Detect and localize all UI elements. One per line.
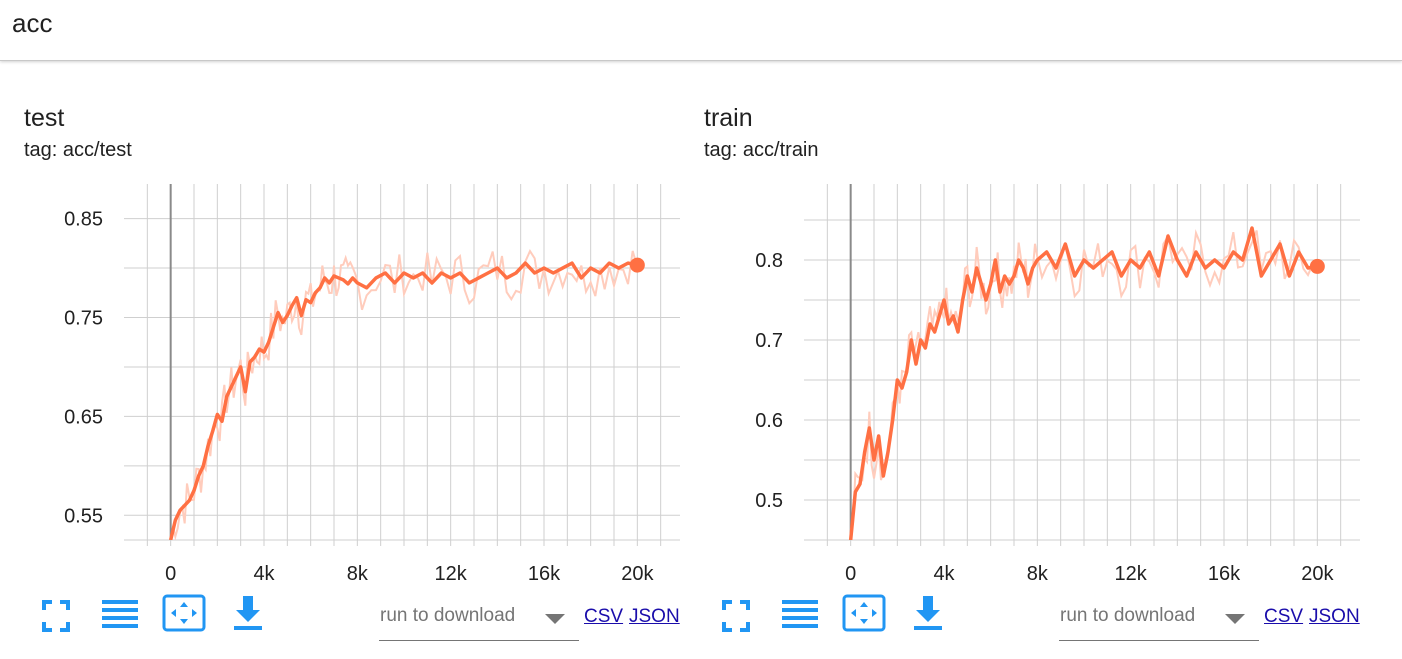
x-tick-label: 0	[845, 563, 856, 585]
download-button[interactable]	[224, 594, 272, 638]
x-tick-label: 12k	[1115, 563, 1148, 585]
toggle-lines-button[interactable]	[96, 594, 144, 638]
x-tick-label: 4k	[933, 563, 955, 585]
toggle-lines-button[interactable]	[776, 594, 824, 638]
page-title: acc	[12, 8, 53, 38]
run-download-placeholder: run to download	[380, 605, 516, 626]
chart-card-train: train tag: acc/train 0 4k 8k 12k 16k 20k 0.5 0.…	[680, 96, 1360, 659]
series-end-point	[1309, 258, 1325, 274]
smoothed-series-line	[848, 226, 1318, 540]
csv-link[interactable]: CSV	[584, 606, 624, 627]
lines-icon	[782, 600, 818, 628]
y-tick-label: 0.85	[64, 209, 103, 231]
run-download-select[interactable]: run to download	[1059, 596, 1259, 641]
x-tick-label: 16k	[528, 563, 561, 585]
y-tick-label: 0.7	[755, 330, 783, 352]
fit-domain-icon	[842, 594, 886, 632]
chart-card-test: test tag: acc/test 0 4k 8k 12k 16k 20k 0.55 0.6…	[0, 96, 680, 659]
x-tick-label: 0	[165, 563, 176, 585]
chart-plot[interactable]: 0 4k 8k 12k 16k 20k 0.5 0.6 0.7 0.8	[680, 96, 1360, 596]
fullscreen-button[interactable]	[32, 594, 80, 638]
run-download-select[interactable]: run to download	[379, 596, 579, 641]
y-tick-label: 0.75	[64, 308, 103, 330]
fullscreen-button[interactable]	[712, 594, 760, 638]
x-tick-label: 12k	[435, 563, 468, 585]
y-tick-label: 0.8	[755, 250, 783, 272]
fit-domain-button[interactable]	[160, 594, 208, 638]
json-link[interactable]: JSON	[629, 606, 680, 627]
x-tick-label: 20k	[1301, 563, 1334, 585]
y-tick-label: 0.5	[755, 490, 783, 512]
json-link[interactable]: JSON	[1309, 606, 1360, 627]
x-tick-label: 8k	[347, 563, 369, 585]
fit-domain-button[interactable]	[840, 594, 888, 638]
chart-tag: tag: acc/train	[704, 139, 819, 161]
chevron-down-icon	[1225, 614, 1245, 624]
chart-plot[interactable]: 0 4k 8k 12k 16k 20k 0.55 0.65 0.75 0.85	[0, 96, 680, 596]
download-icon	[234, 596, 262, 630]
y-tick-label: 0.6	[755, 410, 783, 432]
raw-series-line	[169, 249, 639, 540]
series-end-point	[629, 257, 645, 273]
fullscreen-icon	[722, 600, 750, 632]
csv-link[interactable]: CSV	[1264, 606, 1304, 627]
y-tick-label: 0.55	[64, 505, 103, 527]
x-tick-label: 16k	[1208, 563, 1241, 585]
smoothed-series-line	[168, 261, 638, 540]
x-tick-label: 20k	[621, 563, 654, 585]
download-button[interactable]	[904, 594, 952, 638]
chevron-down-icon	[545, 614, 565, 624]
chart-title: test	[24, 104, 65, 132]
download-icon	[914, 596, 942, 630]
x-tick-label: 8k	[1027, 563, 1049, 585]
fullscreen-icon	[42, 600, 70, 632]
y-tick-label: 0.65	[64, 406, 103, 428]
chart-title: train	[704, 104, 753, 132]
x-tick-label: 4k	[253, 563, 275, 585]
run-download-placeholder: run to download	[1060, 605, 1196, 626]
fit-domain-icon	[162, 594, 206, 632]
lines-icon	[102, 600, 138, 628]
page-header: acc	[0, 0, 1402, 61]
chart-tag: tag: acc/test	[24, 139, 132, 161]
